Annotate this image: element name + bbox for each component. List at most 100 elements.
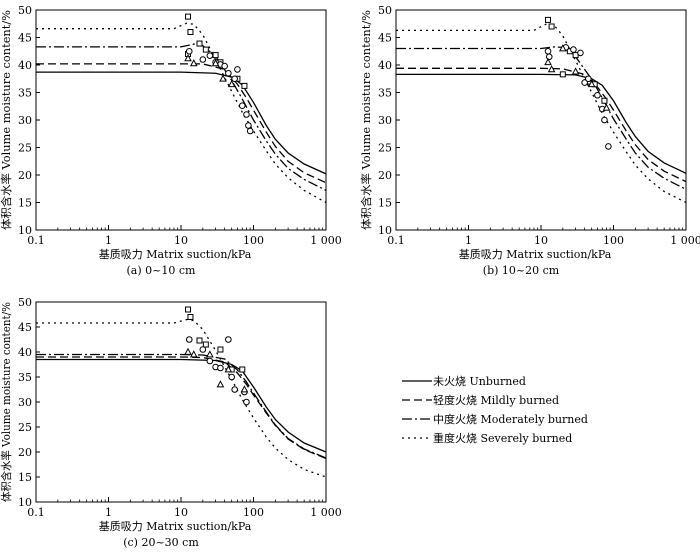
y-tick-label: 35	[378, 87, 392, 100]
series-line-moderately-burned	[396, 46, 687, 190]
x-tick-label: 1	[465, 234, 472, 247]
y-tick-label: 50	[18, 4, 32, 17]
y-tick-label: 30	[18, 114, 32, 127]
data-point-circle	[245, 122, 252, 129]
data-point-circle	[581, 79, 588, 86]
data-point-triangle	[587, 79, 596, 88]
y-tick-label: 20	[18, 446, 32, 459]
series-line-unburned	[36, 358, 327, 453]
data-point-circle	[228, 373, 235, 381]
data-point-square	[559, 71, 566, 78]
y-tick-label: 35	[18, 371, 32, 384]
x-axis-label: 基质吸力 Matrix suction/kPa	[99, 520, 252, 533]
plot-frame	[35, 9, 327, 231]
data-point-circle	[601, 116, 608, 124]
x-tick-label: 0.1	[27, 506, 45, 519]
x-tick-label: 1	[105, 506, 112, 519]
data-point-triangle	[216, 380, 225, 388]
data-point-circle	[231, 75, 238, 83]
data-point-triangle	[547, 65, 556, 73]
y-tick-label: 15	[18, 471, 32, 484]
data-point-square	[196, 337, 203, 344]
data-point-square	[185, 13, 192, 20]
y-tick-label: 45	[18, 321, 32, 334]
data-point-square	[217, 346, 224, 353]
panel-a: 10 15 20 25 30 35 40 45 50 0.1 1 10 100 1 000 基质吸力 Mat…	[0, 4, 342, 277]
data-point-circle	[231, 386, 238, 393]
x-tick-label: 100	[243, 234, 264, 247]
data-point-square	[185, 306, 192, 313]
panel-caption: (a) 0~10 cm	[127, 264, 197, 277]
y-axis-label: 体积含水率 Volume moisture content/%	[359, 10, 373, 230]
data-point-square	[202, 46, 209, 53]
data-point-circle	[221, 62, 228, 70]
data-point-circle	[243, 398, 250, 406]
x-tick-label: 0.1	[27, 234, 45, 247]
y-tick-label: 45	[18, 32, 32, 45]
panel-caption: (b) 10~20 cm	[483, 264, 560, 277]
y-tick-label: 25	[378, 142, 392, 155]
data-point-triangle	[240, 385, 249, 393]
x-tick-label: 10	[174, 506, 188, 519]
data-point-triangle	[602, 103, 611, 111]
data-point-triangle	[189, 350, 198, 358]
x-axis-label: 基质吸力 Matrix suction/kPa	[459, 248, 612, 261]
y-tick-label: 10	[18, 496, 32, 509]
series-line-moderately-burned	[36, 353, 327, 459]
legend: 未火烧 Unburned 轻度火烧 Mildly burned 中度火烧 Moder…	[402, 375, 588, 445]
data-point-triangle	[544, 57, 552, 66]
y-tick-label: 15	[18, 197, 32, 210]
data-point-circle	[217, 364, 224, 372]
y-tick-label: 25	[18, 421, 32, 434]
data-point-triangle	[206, 350, 214, 358]
series-line-mildly-burned	[36, 63, 327, 184]
panel-b: 10 15 20 25 30 35 40 45 50 0.1 1 10 100 1 000 基质吸力 Mat…	[359, 4, 700, 277]
panel-caption: (c) 20~30 cm	[123, 536, 199, 549]
data-point-circle	[585, 75, 592, 83]
series-line-unburned	[36, 71, 327, 175]
data-point-circle	[225, 69, 232, 77]
data-point-triangle	[184, 347, 192, 355]
series-line-severely-burned	[36, 22, 327, 204]
data-point-circle	[570, 46, 577, 53]
data-point-circle	[206, 52, 214, 59]
data-point-square	[239, 366, 246, 373]
y-tick-label: 40	[378, 59, 392, 72]
y-tick-label: 10	[378, 224, 392, 237]
series-line-moderately-burned	[36, 43, 327, 191]
data-point-square	[548, 23, 555, 30]
data-point-circle	[199, 56, 207, 63]
y-tick-label: 50	[18, 296, 32, 309]
y-tick-label: 30	[378, 114, 392, 127]
data-point-square	[202, 341, 209, 348]
data-point-circle	[243, 111, 250, 118]
data-point-triangle	[189, 59, 198, 67]
x-tick-label: 100	[243, 506, 264, 519]
data-point-square	[545, 16, 552, 23]
x-tick-label: 1 000	[310, 506, 342, 519]
data-point-triangle	[227, 79, 236, 88]
data-point-circle	[246, 127, 254, 135]
data-point-triangle	[219, 74, 227, 82]
x-tick-label: 10	[174, 234, 188, 247]
data-point-square	[601, 97, 608, 104]
x-tick-label: 100	[603, 234, 624, 247]
series-line-unburned	[396, 73, 687, 174]
data-point-triangle	[571, 67, 580, 75]
x-tick-label: 1	[105, 234, 112, 247]
y-tick-label: 40	[18, 346, 32, 359]
x-tick-label: 0.1	[387, 234, 405, 247]
panel-c: 10 15 20 25 30 35 40 45 50 0.1 1 10 100 1 000 基质吸力 Mat…	[0, 296, 342, 549]
series-line-severely-burned	[36, 318, 327, 478]
x-tick-label: 1 000	[670, 234, 700, 247]
panels: 10 15 20 25 30 35 40 45 50 0.1 1 10 100 1 000 基质吸力 Mat…	[0, 4, 700, 549]
data-point-square	[241, 82, 248, 89]
data-point-triangle	[184, 54, 192, 62]
legend-label: 重度火烧 Severely burned	[433, 431, 572, 445]
y-tick-label: 10	[18, 224, 32, 237]
y-tick-label: 20	[378, 169, 392, 182]
y-tick-label: 30	[18, 396, 32, 409]
data-point-circle	[577, 49, 584, 57]
y-tick-label: 20	[18, 169, 32, 182]
